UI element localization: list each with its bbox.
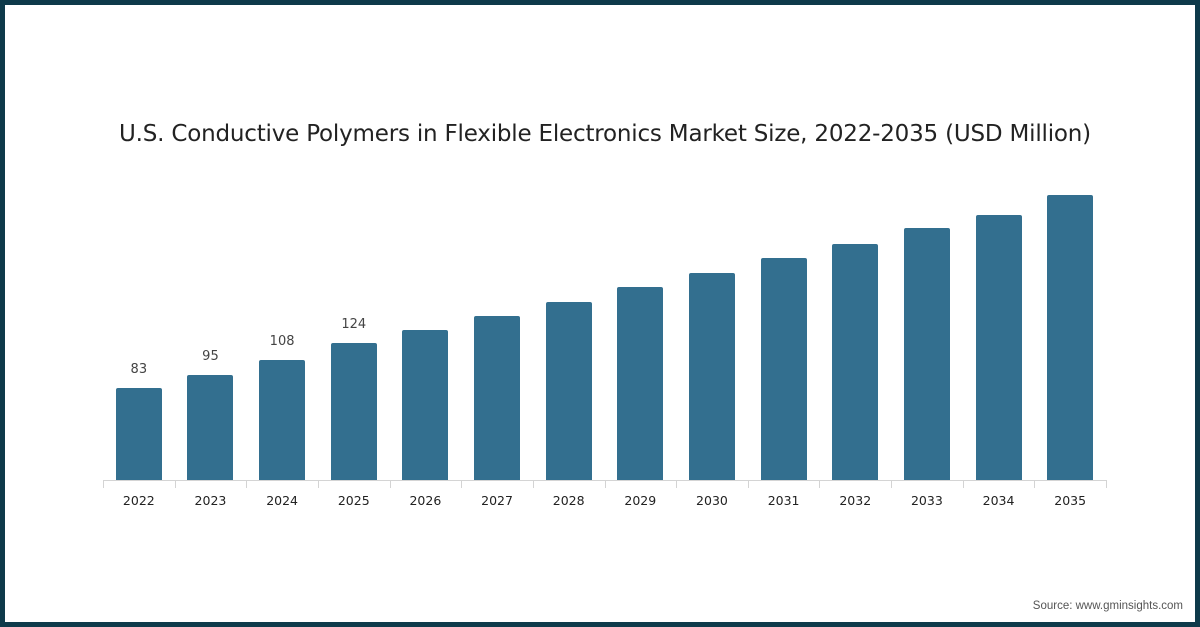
bar-2031 <box>760 258 807 480</box>
x-axis-line <box>103 480 1106 481</box>
bar-2024 <box>259 360 306 480</box>
source-note: Source: www.gminsights.com <box>1032 600 1183 612</box>
x-tick-label-2035: 2035 <box>1054 493 1087 508</box>
data-label-2024: 108 <box>269 334 295 350</box>
x-tick-label-2024: 2024 <box>266 493 298 508</box>
bar-2034 <box>975 215 1022 480</box>
bar-2029 <box>617 287 664 480</box>
x-axis-tick <box>1034 480 1035 488</box>
bar-2025 <box>330 342 377 480</box>
x-tick-label-2023: 2023 <box>194 493 227 508</box>
x-tick-label-2026: 2026 <box>409 493 442 508</box>
x-axis-tick <box>819 480 820 488</box>
bar-2030 <box>688 272 735 480</box>
data-label-2022: 83 <box>130 362 148 377</box>
x-tick-label-2034: 2034 <box>982 493 1015 508</box>
x-tick-label-2025: 2025 <box>337 493 370 508</box>
x-axis-tick <box>605 480 606 488</box>
x-axis-tick <box>533 480 534 488</box>
bar-2028 <box>545 301 592 480</box>
x-axis-tick <box>676 480 677 488</box>
x-axis-tick <box>963 480 964 488</box>
x-axis-tick <box>318 480 319 488</box>
x-axis-tick <box>891 480 892 488</box>
x-tick-label-2022: 2022 <box>122 493 155 508</box>
data-label-2025: 124 <box>341 316 367 332</box>
x-tick-label-2032: 2032 <box>839 493 872 508</box>
x-axis-tick <box>748 480 749 488</box>
bar-2032 <box>832 243 879 480</box>
bar-2033 <box>903 228 950 480</box>
x-tick-label-2033: 2033 <box>910 493 943 508</box>
bar-2026 <box>402 330 449 480</box>
x-tick-label-2031: 2031 <box>767 493 800 508</box>
x-tick-label-2028: 2028 <box>552 493 585 508</box>
x-axis-tick <box>246 480 247 488</box>
x-tick-label-2027: 2027 <box>481 493 513 508</box>
x-axis-tick <box>1106 480 1107 488</box>
bar-2035 <box>1047 195 1094 480</box>
x-axis-tick <box>103 480 104 488</box>
x-axis-tick <box>461 480 462 488</box>
bar-2022 <box>115 388 162 480</box>
plot-area: 83 2022 95 2023 108 2024 124 2025 2026 2027 2028 20… <box>103 155 1107 515</box>
x-axis-tick <box>390 480 391 488</box>
x-tick-label-2030: 2030 <box>696 493 728 508</box>
chart-title: U.S. Conductive Polymers in Flexible Ele… <box>119 121 1091 147</box>
bar-2027 <box>474 315 521 480</box>
data-label-2023: 95 <box>202 348 219 364</box>
x-tick-label-2029: 2029 <box>624 493 657 508</box>
bar-2023 <box>187 374 234 480</box>
x-axis-tick <box>175 480 176 488</box>
